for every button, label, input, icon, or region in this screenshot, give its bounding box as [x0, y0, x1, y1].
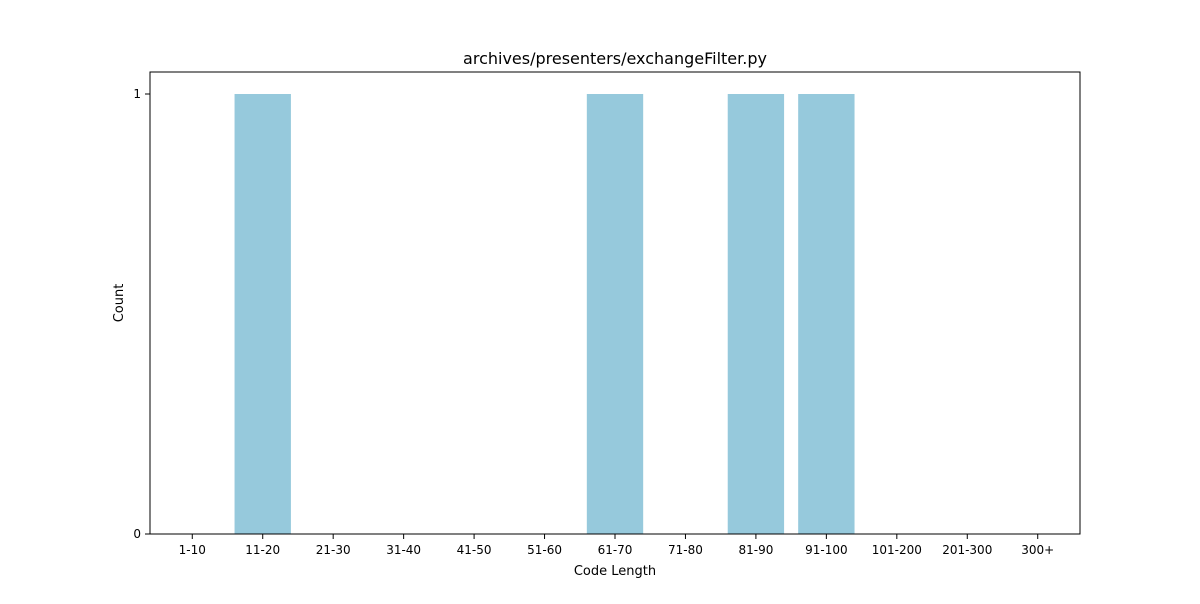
- x-tick-label: 201-300: [942, 543, 992, 557]
- x-tick-label: 11-20: [245, 543, 280, 557]
- x-tick-label: 91-100: [805, 543, 848, 557]
- x-tick-label: 81-90: [738, 543, 773, 557]
- x-tick-label: 31-40: [386, 543, 421, 557]
- x-tick-label: 101-200: [872, 543, 922, 557]
- y-axis-label: Count: [112, 284, 127, 323]
- x-axis: 1-10 11-20 21-30 31-40 41-50 51-60 61-70 71-80 8…: [179, 534, 1054, 557]
- chart-title: archives/presenters/exchangeFilter.py: [463, 49, 767, 68]
- x-axis-label: Code Length: [574, 564, 656, 579]
- y-tick-label: 1: [133, 87, 141, 101]
- x-tick-label: 300+: [1021, 543, 1054, 557]
- bar-11-20: [234, 94, 291, 534]
- x-tick-label: 21-30: [316, 543, 351, 557]
- y-tick-label: 0: [133, 527, 141, 541]
- bars-group: [234, 94, 855, 534]
- y-axis: 01: [133, 87, 150, 541]
- bar-91-100: [798, 94, 855, 534]
- x-tick-label: 61-70: [598, 543, 633, 557]
- x-tick-label: 71-80: [668, 543, 703, 557]
- x-tick-label: 51-60: [527, 543, 562, 557]
- bar-81-90: [727, 94, 785, 534]
- x-tick-label: 41-50: [457, 543, 492, 557]
- bar-61-70: [586, 94, 644, 534]
- x-tick-label: 1-10: [179, 543, 206, 557]
